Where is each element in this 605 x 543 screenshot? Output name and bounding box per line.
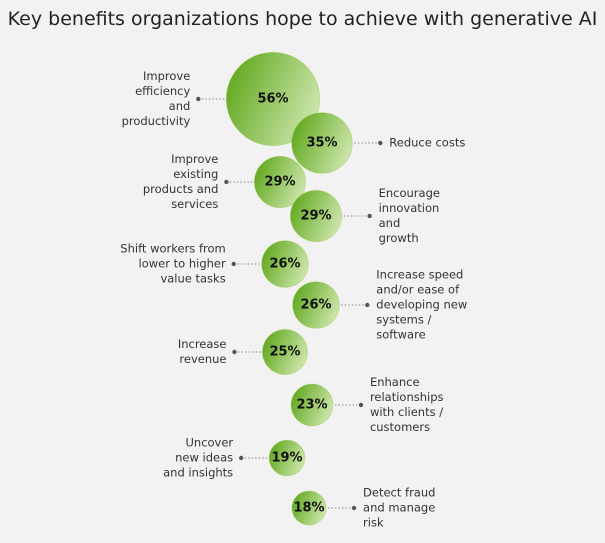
category-label: Increase speed and/or ease of developing…: [376, 267, 468, 342]
category-label: Reduce costs: [389, 135, 466, 150]
bubble: [261, 240, 309, 288]
value-label: 18%: [293, 501, 324, 516]
bubble: [225, 51, 321, 147]
category-label: Encourage innovation and growth: [378, 186, 440, 245]
category-label: Shift workers from lower to higher value…: [120, 241, 226, 286]
value-label: 23%: [296, 398, 327, 413]
leader-dot: [224, 179, 229, 185]
value-label: 26%: [300, 298, 331, 313]
chart-title: Key benefits organizations hope to achie…: [7, 8, 598, 30]
bubble: [253, 155, 307, 209]
leader-dot: [365, 302, 370, 308]
leader-dot: [231, 261, 236, 267]
category-label: Detect fraud and manage risk: [363, 485, 436, 530]
value-label: 26%: [269, 257, 300, 272]
bubble: [289, 189, 343, 243]
value-label: 29%: [264, 175, 295, 190]
leader-dot: [351, 505, 357, 511]
category-label: Improve efficiency and productivity: [121, 69, 191, 128]
bubble: [262, 329, 308, 375]
leader-dot: [232, 349, 237, 355]
value-label: 29%: [300, 209, 331, 224]
category-label: Uncover new ideas and insights: [163, 435, 234, 480]
bubble: [291, 112, 353, 174]
leader-dot: [196, 96, 201, 102]
leader-dot: [378, 140, 383, 146]
leader-dot: [367, 213, 372, 219]
bubble: [268, 439, 306, 477]
category-label: Increase revenue: [177, 337, 227, 366]
leader-dot: [358, 402, 364, 408]
value-label: 19%: [271, 451, 302, 466]
value-label: 25%: [269, 345, 300, 360]
value-label: 35%: [306, 136, 337, 151]
leader-dot: [238, 455, 244, 461]
value-label: 56%: [257, 92, 288, 107]
bubble: [291, 490, 327, 526]
category-label: Enhance relationships with clients / cus…: [369, 375, 444, 434]
bubble: [290, 383, 334, 427]
category-label: Improve existing products and services: [142, 152, 219, 211]
bubble: [292, 281, 340, 329]
